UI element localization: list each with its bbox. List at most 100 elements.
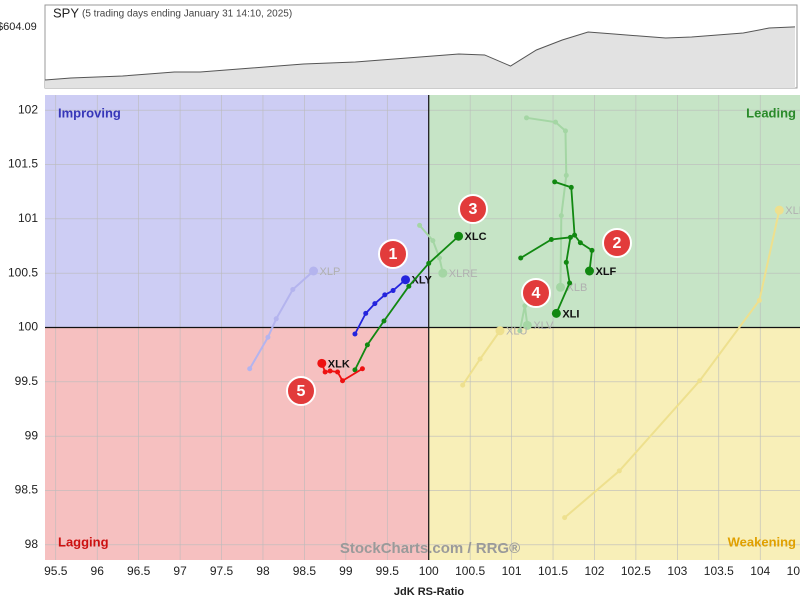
x-tick-label: 98.5 — [293, 564, 317, 578]
quadrant-label: Lagging — [58, 534, 109, 549]
tail-line — [354, 235, 460, 371]
x-tick-label: 95.5 — [44, 564, 68, 578]
annotation-badge — [286, 376, 316, 406]
y-tick-label: 100 — [18, 320, 38, 334]
series-label: XLU — [506, 326, 527, 338]
tail-point — [553, 119, 559, 125]
x-tick-label: 104.5 — [787, 564, 800, 578]
tail-point — [562, 515, 568, 521]
tail-point — [364, 342, 370, 348]
tail-point — [352, 367, 358, 373]
head-point — [438, 268, 448, 278]
tail-point — [558, 213, 564, 219]
x-tick-label: 101.5 — [538, 564, 568, 578]
head-point — [584, 266, 594, 276]
x-tick-label: 99.5 — [376, 564, 400, 578]
tail-line — [418, 224, 444, 274]
series-label: XLF — [595, 266, 616, 278]
head-point — [454, 231, 464, 241]
x-tick-label: 103 — [667, 564, 687, 578]
tail-point — [756, 297, 762, 303]
tail-point — [562, 128, 568, 134]
y-tick-label: 100.5 — [8, 265, 38, 279]
quadrant — [428, 327, 800, 560]
series-label: XLI — [562, 308, 579, 320]
tail-point — [290, 286, 296, 292]
tail-point — [436, 255, 442, 261]
tail-point — [616, 468, 622, 474]
x-tick-label: 98 — [256, 564, 270, 578]
tail-point — [359, 366, 365, 372]
y-tick-label: 98.5 — [15, 483, 39, 497]
tail-point — [265, 334, 271, 340]
tail-point — [372, 301, 378, 307]
quadrant-label: Improving — [58, 105, 121, 120]
tail-point — [524, 115, 530, 121]
annotation-label: 3 — [469, 201, 478, 218]
x-tick-label: 97.5 — [210, 564, 234, 578]
head-point — [309, 266, 319, 276]
head-point — [522, 320, 532, 330]
tail-point — [589, 247, 595, 253]
tail-point — [567, 234, 573, 240]
tail-point — [460, 382, 466, 388]
tail-point — [426, 260, 432, 266]
tail-point — [552, 179, 558, 185]
spy-title: SPY — [53, 5, 79, 20]
tail-line — [526, 116, 568, 288]
spy-line — [44, 26, 796, 81]
tail-point — [247, 366, 253, 372]
annotation-badge — [602, 228, 632, 258]
tail-point — [406, 283, 412, 289]
tail-line — [354, 279, 407, 335]
tail-point — [477, 356, 483, 362]
spy-subtitle: (5 trading days ending January 31 14:10,… — [82, 9, 292, 20]
head-point — [317, 358, 327, 368]
quadrant-label: Leading — [746, 105, 796, 120]
x-tick-label: 104 — [750, 564, 770, 578]
tail-point — [417, 222, 423, 228]
head-point — [551, 308, 561, 318]
quadrant — [45, 95, 429, 328]
x-tick-label: 102.5 — [621, 564, 651, 578]
series-label: XLB — [566, 282, 587, 294]
tail-point — [327, 368, 333, 374]
tail-point — [568, 184, 574, 190]
y-tick-label: 99 — [25, 428, 39, 442]
x-tick-label: 96.5 — [127, 564, 151, 578]
tail-point — [352, 331, 358, 337]
y-tick-label: 98 — [25, 537, 39, 551]
spy-price-label: $604.09 — [0, 21, 37, 33]
tail-point — [382, 292, 388, 298]
tail-point — [381, 318, 387, 324]
series-label: XLP — [320, 266, 341, 278]
tail-point — [517, 328, 523, 334]
quadrant — [45, 327, 429, 560]
tail-point — [572, 232, 578, 238]
quadrant — [428, 95, 800, 328]
annotation-badge — [458, 194, 488, 224]
head-point — [555, 282, 565, 292]
annotation-label: 4 — [532, 285, 541, 302]
tail-point — [548, 236, 554, 242]
tail-line — [554, 181, 593, 272]
tail-point — [430, 238, 436, 244]
series-label: XLE — [785, 205, 800, 217]
y-tick-label: 101.5 — [8, 157, 38, 171]
x-tick-label: 100 — [419, 564, 439, 578]
tail-point — [363, 310, 369, 316]
tail-point — [390, 288, 396, 294]
tail-point — [563, 172, 569, 178]
watermark: StockCharts.com / RRG® — [340, 540, 520, 557]
tail-point — [697, 378, 703, 384]
y-tick-label: 101 — [18, 211, 38, 225]
tail-point — [322, 369, 328, 375]
tail-point — [335, 369, 341, 375]
tail-point — [518, 255, 524, 261]
series-label: XLC — [465, 231, 487, 243]
tail-point — [273, 316, 279, 322]
tail-point — [522, 303, 528, 309]
x-axis-label: JdK RS-Ratio — [394, 586, 465, 598]
tail-point — [577, 240, 583, 246]
